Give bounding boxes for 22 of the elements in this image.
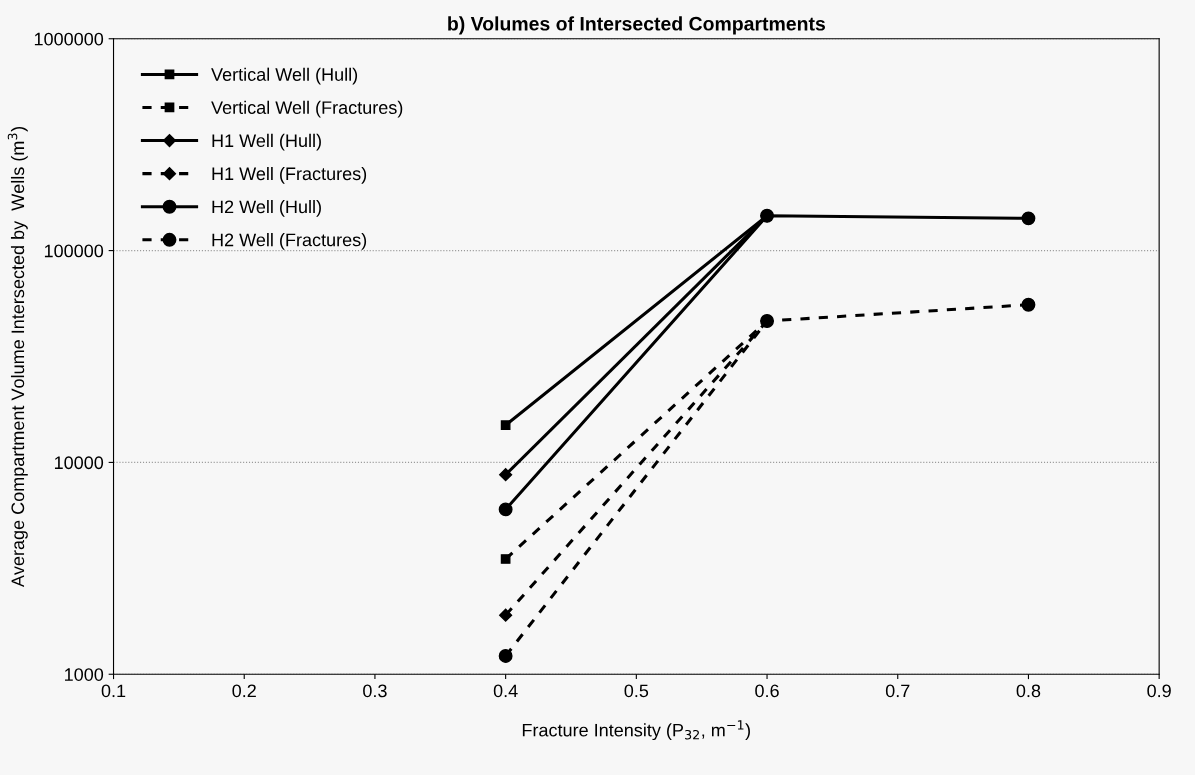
y-axis-title: Average Compartment Volume Intersected by Wells (m$^{3}$) — [7, 127, 28, 588]
y-tick-label: 10000 — [54, 456, 104, 470]
y-tick-label: 1000000 — [34, 32, 104, 46]
x-tick-label: 0.1 — [101, 684, 126, 698]
legend-label: Vertical Well (Fractures) — [211, 100, 403, 118]
x-tick-label: 0.9 — [1147, 684, 1171, 698]
legend-label: H2 Well (Hull) — [212, 199, 321, 217]
x-tick-label: 0.3 — [363, 684, 387, 698]
x-tick-label: 0.6 — [755, 684, 779, 698]
chart-title: b) Volumes of Intersected Compartments — [448, 16, 825, 35]
legend-label: H2 Well (Fractures) — [212, 233, 367, 250]
y-tick-label: 1000 — [65, 668, 104, 681]
y-tick-label: 100000 — [44, 244, 104, 258]
x-tick-label: 0.5 — [624, 684, 649, 698]
x-tick-label: 0.2 — [232, 684, 256, 698]
legend-label: H1 Well (Hull) — [212, 133, 321, 151]
legend-label: H1 Well (Fractures) — [212, 166, 367, 184]
x-tick-label: 0.4 — [493, 684, 518, 698]
legend-label: Vertical Well (Hull) — [211, 67, 358, 85]
x-axis-title: Fracture Intensity (P$_{32}$, m$^{−1}$) — [522, 720, 750, 741]
x-tick-label: 0.7 — [885, 684, 910, 698]
x-tick-label: 0.8 — [1016, 684, 1041, 698]
